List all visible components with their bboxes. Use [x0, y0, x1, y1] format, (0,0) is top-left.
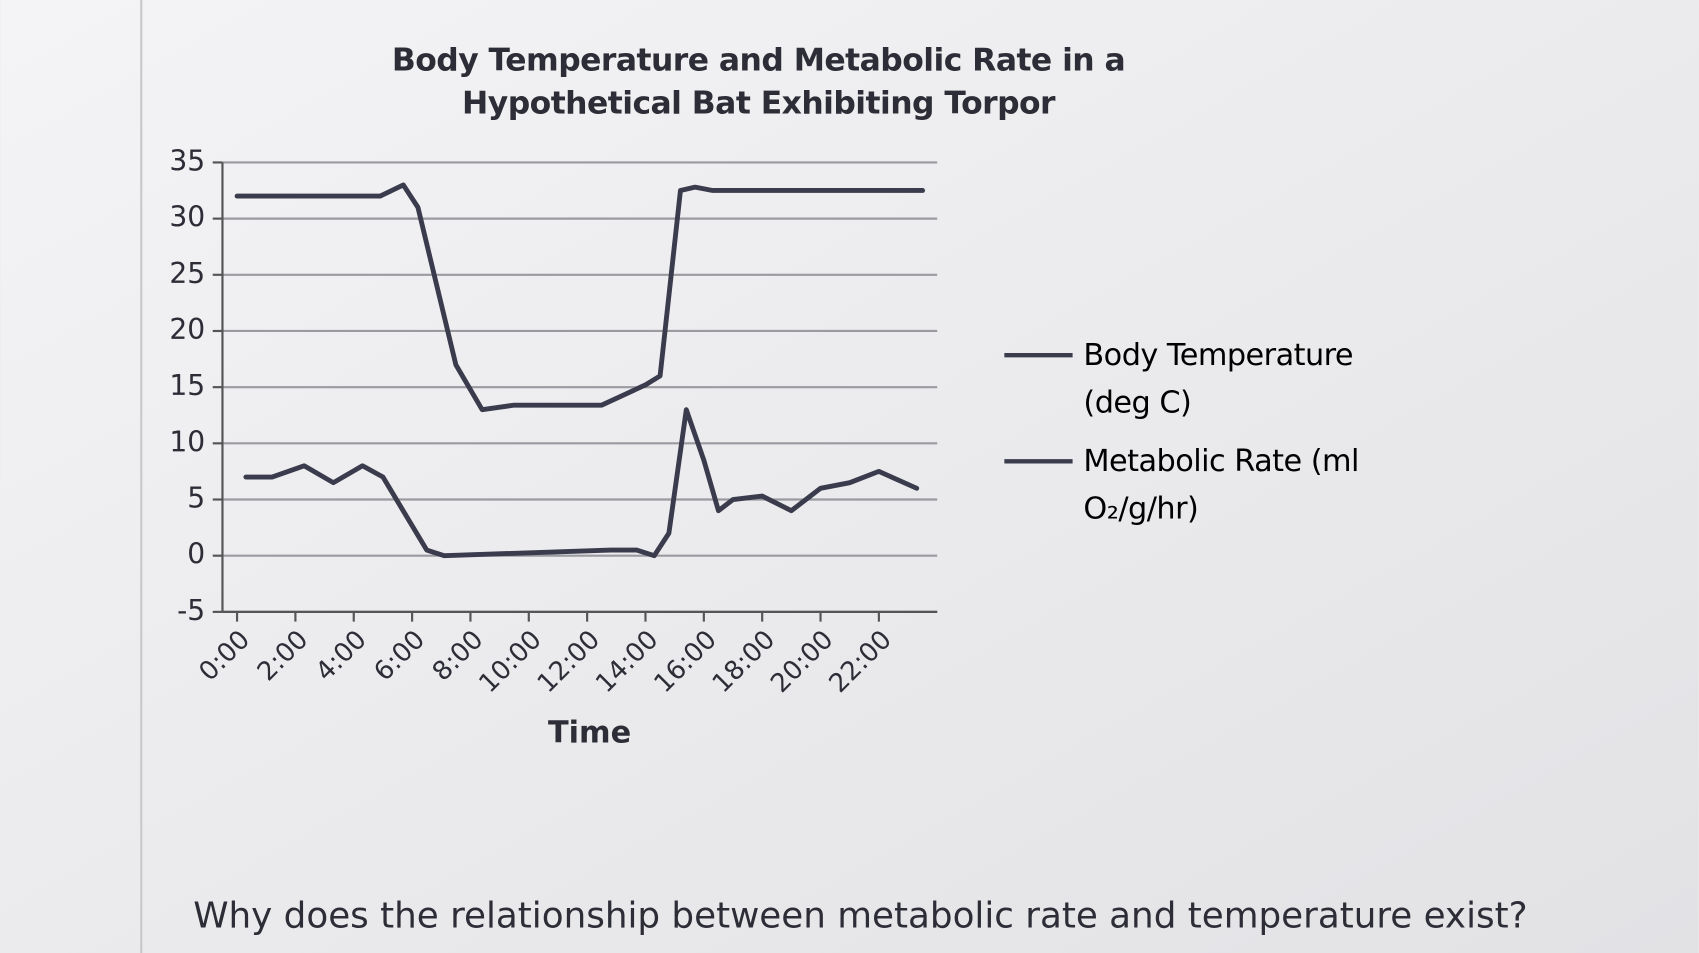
y-tick-label: 15 [169, 369, 205, 402]
legend-label: Metabolic Rate (ml O₂/g/hr) [1083, 442, 1359, 527]
legend-box: Body Temperature (deg C) [1083, 336, 1354, 421]
legend: Body Temperature (deg C) Metabolic Rate (… [1004, 336, 1359, 527]
y-tick-label: 25 [169, 257, 205, 290]
chart-title: Body Temperature and Metabolic Rate in a… [391, 41, 1126, 122]
question-text: Why does the relationship between metabo… [193, 895, 1527, 936]
y-tick-label: 10 [169, 425, 205, 458]
y-tick-label: 5 [187, 482, 205, 515]
title-box: Body Temperature and Metabolic Rate in a… [391, 41, 1126, 122]
y-tick-label: -5 [177, 594, 205, 627]
y-tick-label: 0 [187, 538, 205, 571]
y-tick-label: 30 [169, 201, 205, 234]
x-axis-label: Time [548, 716, 631, 751]
y-tick-label: 20 [169, 313, 205, 346]
data-line [234, 182, 926, 413]
data-line [243, 407, 920, 559]
y-tick-label: 35 [169, 144, 205, 177]
legend-box: Metabolic Rate (ml O₂/g/hr) [1083, 442, 1359, 527]
legend-label: Body Temperature (deg C) [1083, 336, 1354, 421]
